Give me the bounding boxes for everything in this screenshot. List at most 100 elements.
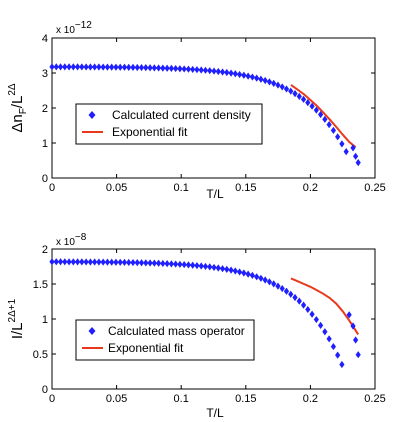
data-point-diamond — [228, 69, 234, 77]
y-tick-label: 0 — [42, 173, 48, 185]
data-point-diamond — [309, 102, 315, 110]
y-tick-label: 2 — [42, 103, 48, 115]
data-point-diamond — [190, 65, 196, 74]
data-point-diamond — [96, 63, 102, 71]
data-point-diamond — [70, 258, 76, 266]
data-point-diamond — [181, 260, 187, 269]
data-point-diamond — [228, 266, 234, 274]
data-point-diamond — [262, 76, 268, 85]
data-point-diamond — [215, 67, 221, 76]
data-point-diamond — [330, 342, 336, 351]
data-point-diamond — [279, 83, 285, 91]
svg-text:ΔnF/L2Δ: ΔnF/L2Δ — [7, 83, 29, 133]
data-point-diamond — [147, 64, 153, 72]
y-axis-exponent: x 10−12 — [56, 20, 92, 36]
data-point-diamond — [83, 258, 89, 266]
data-point-diamond — [181, 65, 187, 73]
data-point-diamond — [236, 70, 243, 79]
x-tick-label: 0.1 — [174, 393, 189, 405]
data-point-diamond — [275, 81, 281, 89]
y-axis-label: I/L2Δ+1 — [7, 298, 26, 339]
data-point-diamond — [168, 64, 174, 72]
data-point-diamond — [104, 63, 111, 71]
data-point-diamond — [322, 115, 328, 123]
data-point-diamond — [177, 260, 183, 268]
data-point-diamond — [283, 85, 290, 93]
data-point-diamond — [254, 273, 260, 281]
y-tick-label: 2 — [42, 244, 48, 256]
data-point-diamond — [62, 63, 68, 71]
y-tick-label: 4 — [42, 33, 48, 45]
y-axis-label: ΔnF/L2Δ — [7, 83, 29, 133]
data-point-diamond — [326, 121, 332, 129]
data-point-diamond — [151, 64, 157, 72]
data-point-diamond — [87, 63, 93, 71]
data-point-diamond — [134, 259, 140, 267]
data-point-diamond — [53, 258, 59, 266]
x-tick-label: 0.2 — [303, 393, 318, 405]
data-point-diamond — [350, 322, 356, 330]
data-point-diamond — [322, 328, 328, 336]
data-point-diamond — [241, 269, 247, 277]
data-point-diamond — [79, 63, 85, 71]
data-point-diamond — [350, 144, 356, 152]
plot-area: 0 0.05 0.1 0.15 0.2 0.25 0 1 2 3 4 — [42, 33, 386, 194]
x-tick-label: 0 — [49, 393, 55, 405]
data-point-diamond — [134, 63, 140, 72]
data-point-diamond — [143, 259, 149, 267]
data-point-diamond — [83, 63, 89, 71]
data-point-diamond — [109, 63, 115, 71]
y-tick-label: 1 — [42, 314, 48, 326]
data-point-diamond — [249, 73, 255, 81]
data-point-diamond — [262, 276, 268, 284]
y-axis-label-main: Δn — [9, 114, 26, 132]
y-axis-exponent: x 10−8 — [56, 232, 87, 248]
plot-area: 0 0.05 0.1 0.15 0.2 0.25 0 0.5 1 1.5 2 — [33, 244, 386, 405]
data-point-diamond — [100, 63, 106, 71]
x-tick-label: 0.15 — [235, 182, 256, 194]
data-point-diamond — [202, 262, 209, 271]
data-point-diamond — [353, 336, 359, 344]
data-point-diamond — [49, 258, 55, 266]
data-point-diamond — [57, 63, 64, 71]
x-tick-label: 0.25 — [364, 393, 385, 405]
data-point-diamond — [271, 280, 277, 288]
data-point-diamond — [232, 70, 238, 78]
x-tick-label: 0.05 — [106, 393, 127, 405]
legend-marker-diamond-icon — [88, 111, 96, 119]
data-point-diamond — [296, 92, 302, 100]
data-point-diamond — [232, 267, 238, 275]
legend: Calculated current density Exponential f… — [75, 103, 263, 145]
series-fit-line — [290, 84, 357, 148]
data-point-diamond — [211, 263, 217, 272]
data-point-diamond — [173, 260, 179, 268]
data-point-diamond — [130, 258, 136, 267]
data-point-diamond — [113, 258, 119, 266]
data-point-diamond — [70, 63, 76, 71]
data-point-diamond — [155, 259, 162, 267]
data-point-diamond — [219, 68, 226, 76]
data-point-diamond — [241, 71, 247, 79]
data-point-diamond — [245, 270, 251, 278]
data-point-diamond — [168, 260, 174, 268]
legend-marker-diamond-icon — [88, 327, 96, 335]
data-point-diamond — [198, 66, 204, 74]
data-point-diamond — [117, 63, 123, 71]
data-point-diamond — [266, 278, 273, 286]
data-point-diamond — [283, 287, 290, 295]
data-point-diamond — [66, 258, 72, 266]
x-tick-label: 0 — [49, 182, 55, 194]
data-point-diamond — [160, 259, 166, 268]
legend-label-series-1: Exponential fit — [108, 341, 184, 355]
y-tick-label: 0.5 — [33, 349, 48, 361]
x-tick-label: 0.25 — [364, 182, 385, 194]
series-fit-line — [290, 277, 360, 335]
data-point-diamond — [245, 72, 251, 80]
data-point-diamond — [53, 63, 59, 71]
data-point-diamond — [147, 259, 153, 267]
data-point-diamond — [207, 263, 213, 271]
data-point-diamond — [258, 274, 264, 282]
data-point-diamond — [185, 65, 192, 73]
data-point-diamond — [219, 265, 226, 273]
